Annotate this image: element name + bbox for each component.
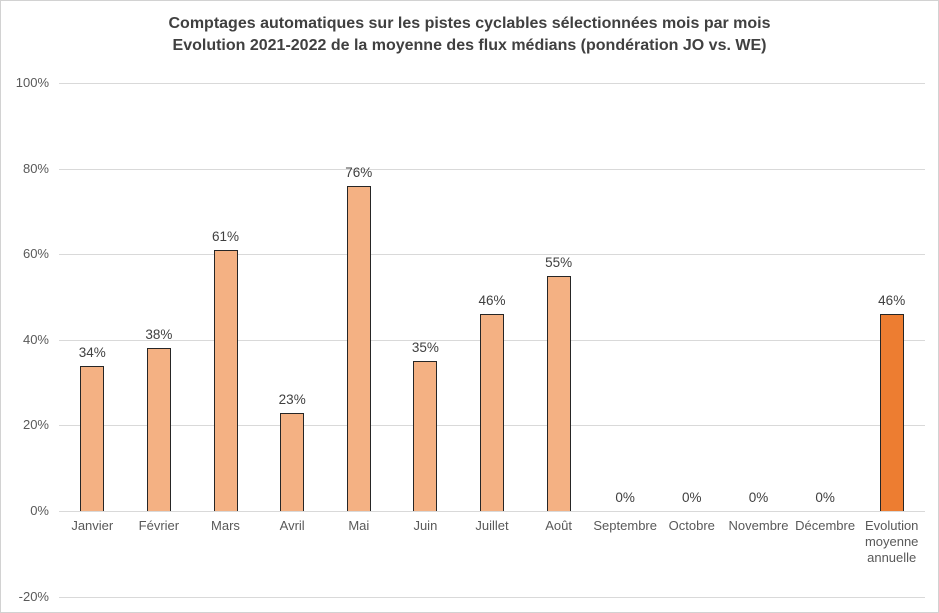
bar (879, 314, 904, 511)
bar-value-label: 46% (878, 293, 906, 309)
bar-value-label: 0% (815, 490, 835, 505)
y-axis-tick-label: 60% (22, 246, 49, 262)
bar-value-label: 34% (78, 344, 106, 360)
category-label: Février (138, 518, 180, 533)
category-label: Mai (348, 518, 370, 533)
category-label: Septembre (593, 518, 657, 533)
bar-value-label: 23% (278, 391, 306, 407)
chart-title-line1: Comptages automatiques sur les pistes cy… (168, 15, 771, 32)
category-label: Avril (279, 518, 305, 533)
chart-title-line2: Evolution 2021-2022 de la moyenne des fl… (172, 37, 767, 54)
bar (480, 314, 504, 511)
bar (213, 249, 238, 511)
bar-value-label: 0% (615, 490, 635, 505)
bar-value-label: 61% (211, 228, 240, 244)
category-label: Mars (211, 518, 240, 533)
chart-title: Comptages automatiques sur les pistes cy… (1, 13, 938, 57)
category-label: Octobre (668, 518, 715, 533)
gridline (59, 83, 925, 84)
category-label: Juillet (475, 518, 509, 533)
gridline (59, 254, 925, 256)
bar-value-label: 35% (411, 340, 439, 356)
gridline (59, 596, 925, 598)
category-label: Août (545, 518, 572, 533)
y-axis-tick-label: -20% (18, 588, 49, 604)
y-axis-tick-label: 40% (22, 331, 49, 347)
gridline (59, 168, 925, 170)
gridline (59, 511, 925, 512)
bar (146, 348, 171, 511)
category-label: Juin (413, 518, 438, 533)
category-label: Décembre (795, 518, 856, 533)
bar-value-label: 46% (478, 293, 506, 309)
category-label: Novembre (728, 518, 789, 533)
y-axis-tick-label: 0% (30, 503, 49, 518)
bar (413, 361, 438, 511)
bar (546, 275, 571, 511)
bar-value-label: 38% (145, 327, 173, 343)
category-label: Janvier (71, 518, 114, 533)
bar (80, 365, 105, 511)
y-axis-tick-label: 100% (15, 75, 49, 90)
bar-value-label: 0% (748, 490, 769, 505)
bar (280, 412, 305, 511)
bar-value-label: 76% (345, 164, 373, 180)
bar (346, 185, 371, 511)
y-axis-tick-label: 20% (22, 417, 49, 433)
category-label: Evolution moyenne annuelle (864, 518, 919, 565)
bar-value-label: 0% (682, 490, 702, 505)
bar-value-label: 55% (545, 254, 573, 270)
y-axis-tick-label: 80% (22, 160, 49, 176)
